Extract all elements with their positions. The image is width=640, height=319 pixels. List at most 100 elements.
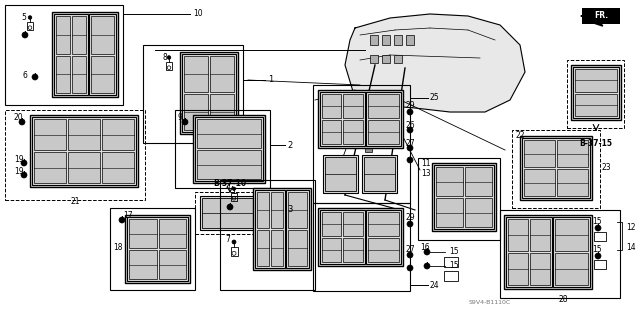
Text: 3: 3 [287, 205, 292, 214]
Bar [322, 94, 341, 118]
Circle shape [407, 127, 413, 133]
Circle shape [182, 119, 188, 125]
Text: 5: 5 [22, 13, 26, 23]
Bar [444, 271, 458, 281]
Bar [557, 169, 588, 196]
Bar [27, 22, 33, 30]
Text: 27: 27 [406, 246, 415, 255]
Bar [368, 212, 399, 236]
Bar [444, 257, 458, 267]
Text: FR.: FR. [594, 11, 608, 20]
Text: S9V4-B1110C: S9V4-B1110C [469, 300, 511, 305]
Bar [322, 120, 341, 144]
Bar [90, 14, 116, 95]
Text: 8: 8 [163, 53, 168, 62]
Text: 11: 11 [421, 159, 431, 167]
Bar [323, 155, 358, 193]
Text: 26: 26 [406, 121, 415, 130]
Bar [210, 94, 234, 130]
Circle shape [32, 74, 38, 80]
Bar [364, 157, 395, 191]
Text: 12: 12 [626, 224, 636, 233]
Bar [575, 69, 617, 92]
Bar [436, 198, 463, 227]
Bar [180, 52, 238, 134]
Bar [382, 35, 390, 45]
Bar [322, 212, 341, 236]
Bar [522, 138, 590, 198]
Bar [594, 260, 606, 269]
Text: 14: 14 [626, 243, 636, 253]
Bar [362, 155, 397, 193]
Bar [125, 215, 190, 283]
Circle shape [424, 263, 430, 269]
Bar [318, 208, 403, 266]
Bar [288, 230, 307, 266]
Text: B-37-15: B-37-15 [579, 138, 612, 147]
Bar [102, 152, 134, 183]
Bar [195, 192, 263, 234]
Text: 25: 25 [430, 93, 440, 102]
Text: 29: 29 [406, 213, 415, 222]
Bar [512, 130, 600, 208]
Bar [368, 94, 399, 118]
Bar [197, 150, 261, 179]
Text: 22: 22 [515, 130, 525, 139]
Text: 6: 6 [22, 70, 28, 79]
Bar [68, 152, 100, 183]
Bar [193, 115, 265, 183]
Text: 19: 19 [14, 155, 24, 165]
Bar [524, 169, 555, 196]
Bar [406, 35, 414, 45]
Circle shape [28, 16, 32, 19]
Bar [34, 119, 66, 150]
Bar [197, 119, 261, 148]
Bar [322, 238, 341, 262]
Circle shape [407, 252, 413, 258]
Bar [504, 215, 592, 289]
Bar [220, 180, 315, 290]
Bar [318, 90, 403, 148]
Bar [202, 198, 256, 228]
Bar [5, 110, 145, 200]
Bar [129, 250, 157, 279]
Bar [557, 140, 588, 167]
Bar [575, 93, 617, 116]
Text: 9: 9 [178, 114, 183, 122]
Bar [56, 56, 70, 93]
Circle shape [407, 221, 413, 227]
Bar [271, 230, 283, 266]
Bar [573, 67, 619, 118]
Bar [530, 253, 550, 285]
Bar [370, 55, 378, 63]
Bar [320, 92, 365, 146]
Bar [52, 12, 118, 97]
Bar [556, 253, 588, 285]
Text: 15: 15 [592, 246, 602, 255]
Bar [325, 157, 356, 191]
Bar [5, 5, 123, 105]
Bar [554, 217, 590, 287]
Bar [195, 117, 263, 181]
Circle shape [22, 32, 28, 38]
Text: 24: 24 [430, 280, 440, 290]
Circle shape [232, 187, 236, 190]
Bar [368, 238, 399, 262]
Bar [288, 192, 307, 228]
Bar [530, 219, 550, 251]
FancyArrow shape [583, 11, 603, 26]
Bar [571, 65, 621, 120]
Circle shape [21, 172, 27, 178]
Text: 28: 28 [558, 295, 568, 305]
Bar [434, 165, 494, 229]
Text: 29: 29 [406, 100, 415, 109]
Bar [382, 55, 390, 63]
Bar [358, 130, 365, 137]
Bar [166, 62, 172, 70]
Bar [184, 56, 208, 92]
Bar [320, 210, 365, 264]
Text: 7: 7 [225, 235, 230, 244]
Circle shape [424, 249, 430, 255]
Bar [255, 190, 285, 268]
Bar [567, 60, 624, 128]
